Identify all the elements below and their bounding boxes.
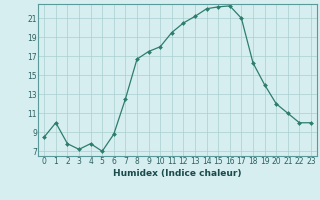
X-axis label: Humidex (Indice chaleur): Humidex (Indice chaleur) — [113, 169, 242, 178]
